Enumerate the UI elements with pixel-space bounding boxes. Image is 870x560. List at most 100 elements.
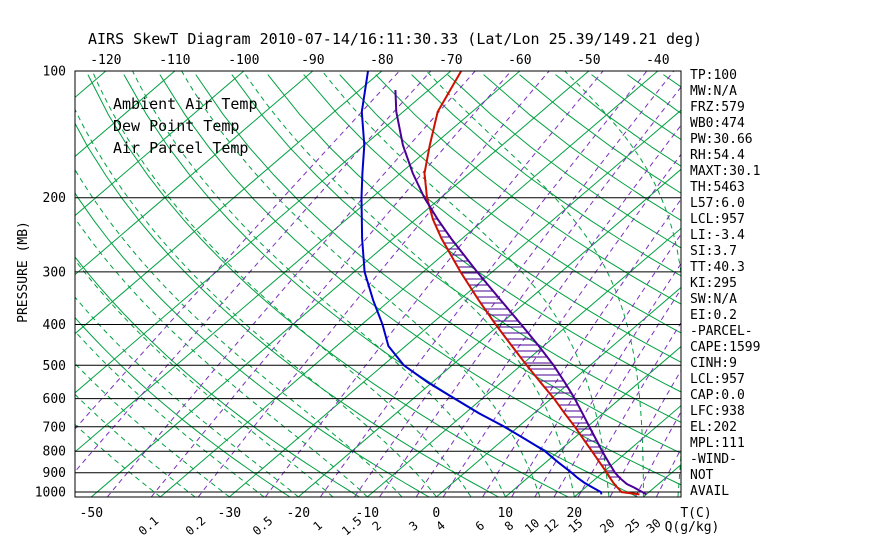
stats-line: LFC:938 — [690, 404, 745, 419]
stats-line: LI:-3.4 — [690, 228, 745, 243]
moist-adiabat-line — [75, 362, 230, 497]
legend-ambient-label: Ambient Air Temp — [113, 95, 258, 113]
legend-parcel-label: Air Parcel Temp — [113, 139, 248, 157]
moist-adiabat-line — [242, 71, 575, 497]
dry-adiabat-line — [75, 316, 291, 497]
ambient-temp-curve — [423, 71, 640, 496]
dry-adiabat-line — [75, 192, 430, 497]
mixing-ratio-line — [534, 262, 681, 497]
isotherm-line — [367, 227, 681, 497]
dewpoint-temp-curve — [360, 71, 603, 495]
bottom-temp-tick-label: 0 — [432, 506, 440, 521]
moist-adiabat-line — [75, 393, 196, 497]
stats-line: -PARCEL- — [690, 324, 753, 339]
top-temp-tick-label: -110 — [159, 53, 190, 68]
dry-adiabat-line — [447, 74, 681, 249]
dry-adiabat-line — [267, 74, 681, 393]
pressure-tick-label: 300 — [43, 265, 66, 280]
mixing-ratio-line — [379, 86, 681, 497]
stats-line: AVAIL — [690, 484, 729, 499]
stats-line: KI:295 — [690, 276, 737, 291]
stats-line: FRZ:579 — [690, 100, 745, 115]
parcel-temp-curve — [394, 90, 647, 496]
mixing-ratio-line — [150, 71, 512, 497]
isotherm-line — [436, 286, 681, 497]
mixing-ratio-line — [106, 71, 476, 497]
stats-line: EL:202 — [690, 420, 737, 435]
stats-line: SW:N/A — [690, 292, 737, 307]
moist-adiabat-line — [75, 108, 437, 497]
mixing-ratio-line — [75, 71, 400, 430]
dry-adiabat-line — [411, 74, 681, 277]
mixing-ratio-line — [511, 233, 681, 497]
stats-line: NOT — [690, 468, 714, 483]
moist-adiabat-line — [321, 71, 610, 497]
bottom-temp-tick-label: 10 — [497, 506, 513, 521]
dry-adiabat-line — [75, 122, 499, 497]
moist-adiabat-line — [75, 423, 161, 497]
dry-adiabat-line — [75, 256, 360, 497]
pressure-tick-label: 700 — [43, 420, 66, 435]
dry-adiabat-line — [303, 74, 681, 363]
bottom-temp-tick-label: 20 — [566, 506, 582, 521]
mixing-ratio-line — [319, 71, 648, 497]
top-temp-tick-label: -50 — [577, 53, 600, 68]
bottom-temp-tick-label: -50 — [80, 506, 103, 521]
top-temp-tick-label: -60 — [508, 53, 531, 68]
moist-adiabat-line — [75, 168, 403, 497]
dry-adiabat-line — [231, 74, 681, 423]
moist-adiabat-line — [131, 71, 506, 497]
moist-adiabat-line — [75, 259, 334, 497]
moist-adiabat-line — [91, 71, 472, 497]
legend-dewpoint-label: Dew Point Temp — [113, 117, 239, 135]
isotherm-line — [75, 71, 383, 335]
stats-line: PW:30.66 — [690, 132, 753, 147]
plot-frame — [74, 70, 682, 498]
stats-line: LCL:957 — [690, 372, 745, 387]
mixing-ratio-line — [354, 71, 675, 497]
isotherm-line — [75, 71, 521, 453]
mixing-ratio-line — [75, 71, 432, 473]
legend: Ambient Air Temp Dew Point Temp Air Parc… — [113, 95, 258, 157]
top-temp-tick-label: -90 — [301, 53, 324, 68]
stats-line: MPL:111 — [690, 436, 745, 451]
stats-line: TH:5463 — [690, 180, 745, 195]
top-temp-tick-label: -100 — [228, 53, 259, 68]
stats-line: RH:54.4 — [690, 148, 745, 163]
stats-line: CAP:0.0 — [690, 388, 745, 403]
mixing-ratio-line — [197, 71, 550, 497]
pressure-tick-label: 200 — [43, 191, 66, 206]
pressure-tick-label: 800 — [43, 445, 66, 460]
pressure-tick-label: 900 — [43, 466, 66, 481]
plot-clip-group — [75, 71, 681, 497]
top-temp-tick-label: -40 — [646, 53, 669, 68]
pressure-axis-title: PRESSURE (MB) — [16, 221, 31, 323]
moist-adiabat-line — [75, 217, 368, 497]
temp-unit-label: T(C) — [680, 506, 711, 521]
stats-line: CAPE:1599 — [690, 340, 760, 355]
mixing-ratio-line — [553, 288, 681, 497]
pressure-tick-label: 1000 — [35, 486, 66, 501]
stats-line: EI:0.2 — [690, 308, 737, 323]
isotherm-line — [160, 71, 659, 497]
bottom-temp-tick-label: -30 — [218, 506, 241, 521]
stats-line: MAXT:30.1 — [690, 164, 760, 179]
mixing-ratio-line — [442, 153, 681, 497]
bottom-temp-tick-label: -20 — [287, 506, 310, 521]
bottom-temp-tick-label: -10 — [356, 506, 379, 521]
dry-adiabat-line — [159, 74, 681, 486]
isotherm-line — [298, 168, 681, 497]
stats-line: MW:N/A — [690, 84, 737, 99]
dry-adiabat-line — [339, 74, 681, 334]
stats-line: TP:100 — [690, 68, 737, 83]
mixing-ratio-line — [265, 71, 604, 497]
moist-adiabat-line — [75, 330, 265, 497]
moist-adiabat-line — [564, 71, 681, 497]
isotherm-line — [574, 404, 681, 497]
moist-adiabat-line — [181, 71, 541, 497]
dry-adiabat-line — [375, 74, 681, 305]
pressure-tick-label: 100 — [43, 65, 66, 80]
